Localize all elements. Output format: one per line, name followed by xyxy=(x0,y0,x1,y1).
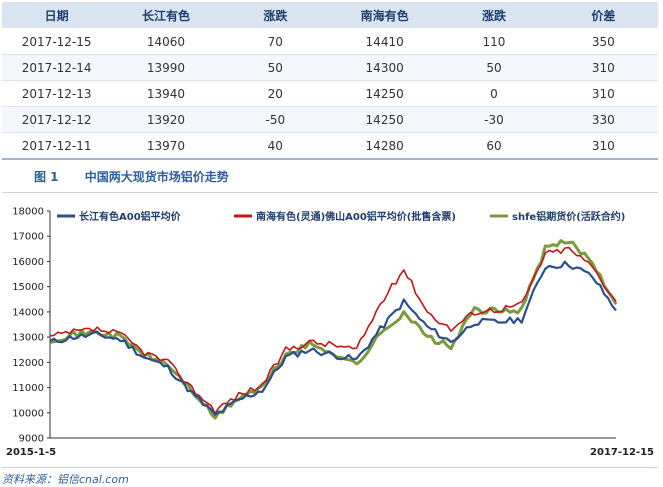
table-cell: 110 xyxy=(439,28,549,55)
legend-label-0: 长江有色A00铝平均价 xyxy=(79,210,182,223)
table-cell: 14300 xyxy=(329,54,440,81)
legend-label-2: shfe铝期货价(活跃合约) xyxy=(512,210,625,223)
table-cell: 13940 xyxy=(111,80,221,107)
x-tick-label-start: 2015-1-5 xyxy=(6,447,56,458)
y-tick-label: 13000 xyxy=(12,333,44,344)
table-cell: 310 xyxy=(548,80,658,107)
table-cell: 14280 xyxy=(329,132,440,160)
table-cell: 310 xyxy=(548,54,658,81)
x-tick-label-end: 2017-12-15 xyxy=(590,447,654,458)
series-line-1 xyxy=(49,246,617,415)
table-cell: -50 xyxy=(220,106,330,133)
table-cell: 40 xyxy=(220,132,330,160)
y-tick-label: 12000 xyxy=(12,358,44,369)
table-cell: 20 xyxy=(220,80,330,107)
series-line-2 xyxy=(49,239,618,420)
table-cell: 350 xyxy=(548,28,658,55)
table-cell: 2017-12-13 xyxy=(2,80,112,107)
series-line-0 xyxy=(49,260,617,416)
table-header-row: 日期 长江有色 涨跌 南海有色 涨跌 价差 xyxy=(2,2,658,29)
column-header-date: 日期 xyxy=(2,2,112,29)
table-cell: 13920 xyxy=(111,106,221,133)
table-cell: 60 xyxy=(439,132,549,160)
table-row: 2017-12-13 13940 20 14250 0 310 xyxy=(2,80,658,107)
table-row: 2017-12-11 13970 40 14280 60 310 xyxy=(2,132,658,160)
chart-container: 9000 10000 11000 12000 13000 14000 15000 16000 1… xyxy=(2,192,658,468)
price-table: 日期 长江有色 涨跌 南海有色 涨跌 价差 2017-12-15 14060 7… xyxy=(2,2,658,160)
column-header-changjiang: 长江有色 xyxy=(111,2,221,29)
table-row: 2017-12-12 13920 -50 14250 -30 330 xyxy=(2,106,658,133)
table-cell: 310 xyxy=(548,132,658,160)
figure-number: 图 1 xyxy=(34,170,59,184)
y-tick-label: 15000 xyxy=(12,282,44,293)
table-cell: 2017-12-14 xyxy=(2,54,112,81)
table-row: 2017-12-15 14060 70 14410 110 350 xyxy=(2,28,658,55)
aluminum-price-chart: 9000 10000 11000 12000 13000 14000 15000 16000 1… xyxy=(6,207,654,459)
y-tick-label: 10000 xyxy=(12,408,44,419)
table-cell: 14250 xyxy=(329,80,440,107)
table-cell: -30 xyxy=(439,106,549,133)
figure-title: 中国两大现货市场铝价走势 xyxy=(84,170,229,184)
table-cell: 13970 xyxy=(111,132,221,160)
legend-label-1: 南海有色(灵通)佛山A00铝平均价(批售含票) xyxy=(256,210,456,223)
table-cell: 14250 xyxy=(329,106,440,133)
table-cell: 14060 xyxy=(111,28,221,55)
column-header-nanhai: 南海有色 xyxy=(329,2,440,29)
table-row: 2017-12-14 13990 50 14300 50 310 xyxy=(2,54,658,81)
table-cell: 2017-12-12 xyxy=(2,106,112,133)
y-tick-label: 17000 xyxy=(12,232,44,243)
source-note: 资料来源：铝信cnal.com xyxy=(2,473,129,486)
table-cell: 50 xyxy=(220,54,330,81)
column-header-change-2: 涨跌 xyxy=(439,2,549,29)
table-cell: 50 xyxy=(439,54,549,81)
table-cell: 0 xyxy=(439,80,549,107)
table-cell: 330 xyxy=(548,106,658,133)
y-tick-label: 11000 xyxy=(12,383,44,394)
table-cell: 13990 xyxy=(111,54,221,81)
column-header-spread: 价差 xyxy=(548,2,658,29)
y-tick-label: 9000 xyxy=(19,434,44,445)
table-cell: 70 xyxy=(220,28,330,55)
table-cell: 2017-12-15 xyxy=(2,28,112,55)
figure-caption: 图 1 中国两大现货市场铝价走势 xyxy=(34,168,229,185)
table-cell: 2017-12-11 xyxy=(2,132,112,160)
y-tick-label: 14000 xyxy=(12,307,44,318)
y-tick-label: 18000 xyxy=(12,207,44,218)
column-header-change: 涨跌 xyxy=(220,2,330,29)
y-tick-label: 16000 xyxy=(12,257,44,268)
table-cell: 14410 xyxy=(329,28,440,55)
